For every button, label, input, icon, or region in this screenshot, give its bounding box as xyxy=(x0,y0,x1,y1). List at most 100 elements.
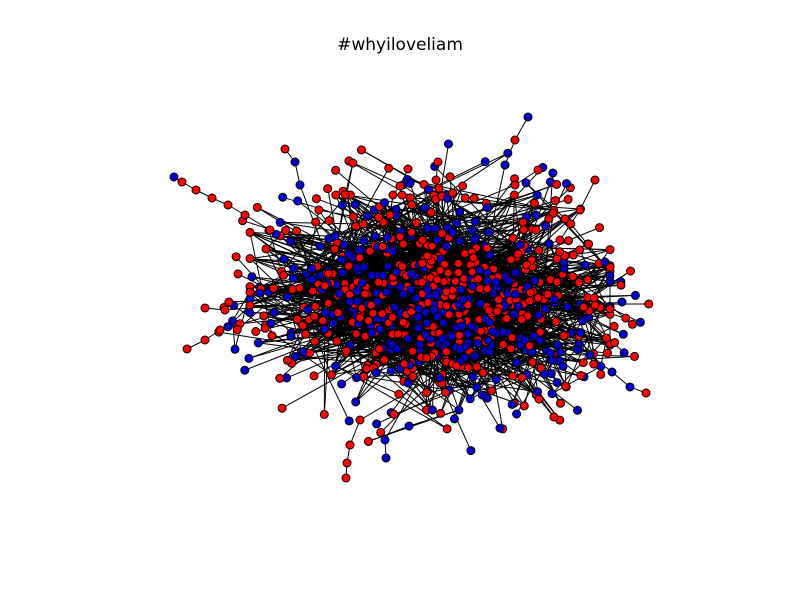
graph-node-blue xyxy=(533,387,543,397)
graph-node-blue xyxy=(503,148,513,158)
graph-node-red xyxy=(468,253,478,263)
graph-node-red xyxy=(460,193,470,203)
graph-node-blue xyxy=(540,369,550,379)
graph-node-red xyxy=(630,351,639,361)
graph-edge xyxy=(543,172,554,300)
graph-node-blue xyxy=(271,229,281,239)
graph-node-red xyxy=(556,398,565,408)
graph-node-red xyxy=(583,275,593,285)
graph-node-blue xyxy=(253,338,263,348)
graph-node-blue xyxy=(240,365,250,375)
graph-node-blue xyxy=(466,446,476,456)
graph-node-red xyxy=(463,363,473,373)
graph-node-blue xyxy=(512,409,522,419)
graph-node-blue xyxy=(458,295,468,304)
graph-node-red xyxy=(467,267,477,277)
graph-node-blue xyxy=(607,367,617,377)
graph-node-blue xyxy=(423,185,433,195)
graph-node-red xyxy=(311,217,321,227)
graph-node-red xyxy=(417,258,427,268)
graph-node-red xyxy=(422,353,432,363)
graph-node-blue xyxy=(367,328,377,338)
graph-node-red xyxy=(605,245,615,255)
graph-node-blue xyxy=(321,308,330,318)
graph-node-blue xyxy=(619,348,629,358)
graph-node-blue xyxy=(562,302,572,312)
graph-edge xyxy=(363,372,484,377)
graph-node-red xyxy=(333,308,343,318)
graph-node-blue xyxy=(344,249,354,259)
graph-node-red xyxy=(602,348,612,358)
graph-node-red xyxy=(387,312,397,322)
graph-node-red xyxy=(232,325,242,335)
graph-node-blue xyxy=(470,351,480,361)
graph-node-red xyxy=(348,158,358,168)
graph-node-blue xyxy=(580,260,590,270)
graph-edge xyxy=(551,365,602,395)
graph-node-blue xyxy=(390,302,399,312)
graph-node-red xyxy=(575,245,585,255)
graph-edge xyxy=(348,160,403,186)
graph-node-red xyxy=(605,304,615,314)
graph-node-red xyxy=(525,341,534,351)
graph-node-red xyxy=(498,339,508,349)
graph-node-red xyxy=(590,175,600,185)
graph-node-red xyxy=(280,144,290,154)
graph-node-red xyxy=(422,388,432,398)
graph-edge xyxy=(328,207,425,240)
graph-node-red xyxy=(318,316,328,326)
graph-node-blue xyxy=(532,190,542,200)
graph-node-red xyxy=(621,313,631,323)
graph-node-red xyxy=(517,373,527,383)
graph-node-red xyxy=(309,371,319,381)
graph-node-red xyxy=(355,415,365,425)
graph-node-red xyxy=(323,184,333,194)
graph-node-blue xyxy=(289,263,299,273)
graph-node-blue xyxy=(521,178,531,188)
graph-edge xyxy=(488,232,584,308)
graph-node-red xyxy=(368,308,378,318)
graph-node-red xyxy=(319,409,329,419)
graph-nodes xyxy=(169,112,654,483)
graph-node-blue xyxy=(380,435,390,445)
graph-node-blue xyxy=(337,200,347,210)
graph-node-blue xyxy=(275,217,285,227)
graph-node-red xyxy=(269,283,279,293)
graph-node-blue xyxy=(415,340,425,350)
graph-node-blue xyxy=(247,272,257,282)
graph-node-red xyxy=(418,235,428,245)
graph-node-red xyxy=(245,287,255,297)
graph-node-red xyxy=(527,357,537,367)
graph-node-red xyxy=(478,368,488,378)
graph-node-blue xyxy=(404,421,414,431)
graph-node-blue xyxy=(290,157,300,167)
graph-node-blue xyxy=(370,231,380,241)
graph-node-red xyxy=(245,227,255,237)
graph-node-blue xyxy=(293,196,303,206)
graph-node-blue xyxy=(540,304,550,314)
graph-node-red xyxy=(522,260,532,270)
graph-node-red xyxy=(220,305,230,315)
graph-node-blue xyxy=(350,200,360,209)
graph-node-blue xyxy=(430,223,440,233)
graph-node-blue xyxy=(510,289,520,299)
graph-node-blue xyxy=(534,310,544,320)
graph-node-red xyxy=(366,300,376,310)
graph-node-red xyxy=(442,301,451,311)
graph-node-blue xyxy=(507,399,517,409)
graph-node-blue xyxy=(483,276,493,286)
graph-node-red xyxy=(578,358,588,368)
graph-node-red xyxy=(332,336,342,346)
graph-node-red xyxy=(393,329,403,339)
graph-node-red xyxy=(345,440,355,450)
graph-node-blue xyxy=(491,277,501,287)
graph-edge xyxy=(441,351,532,384)
graph-edge xyxy=(280,221,364,225)
graph-node-red xyxy=(379,355,389,365)
graph-node-blue xyxy=(298,347,308,357)
graph-node-blue xyxy=(455,345,465,354)
graph-node-red xyxy=(431,175,441,185)
graph-node-red xyxy=(324,216,334,226)
graph-node-red xyxy=(513,249,523,259)
graph-node-blue xyxy=(330,231,340,241)
